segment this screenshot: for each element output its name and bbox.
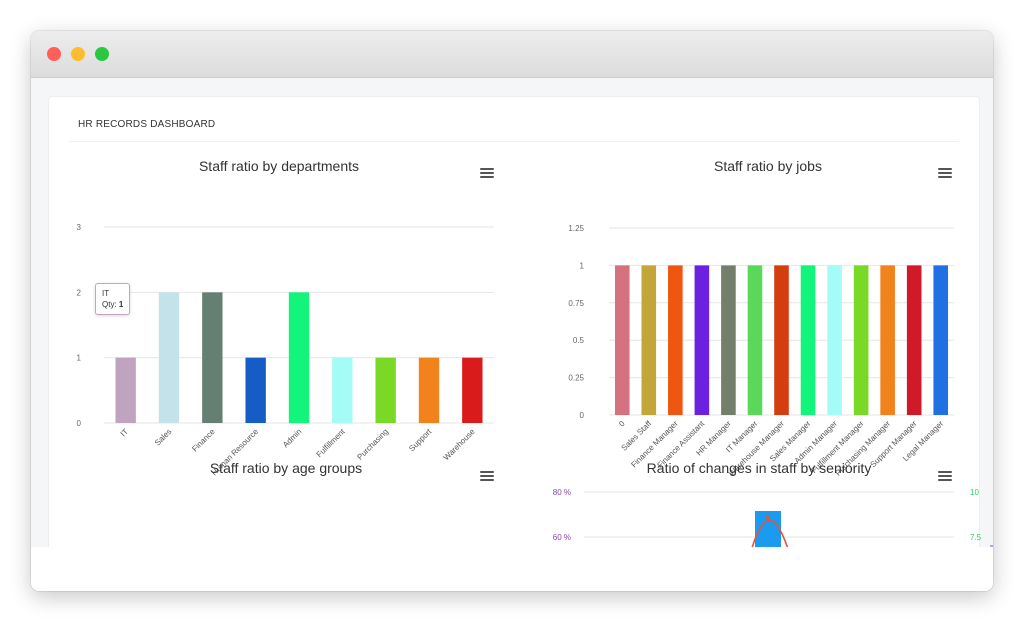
dashboard-card: HR RECORDS DASHBOARD Staff ratio by depa… — [48, 96, 993, 547]
trend-point — [766, 515, 770, 519]
bar[interactable] — [668, 265, 683, 415]
tooltip-label: Qty: — [102, 300, 117, 309]
chart-seniority-menu-icon[interactable] — [938, 471, 952, 483]
bar[interactable] — [462, 357, 483, 423]
tooltip-value: 1 — [118, 300, 124, 309]
y-tick-label-right: 7.5 — [970, 533, 982, 542]
bar[interactable] — [245, 357, 266, 423]
bar[interactable] — [115, 357, 136, 423]
bar[interactable] — [288, 292, 310, 423]
y-tick-label: 1 — [580, 261, 585, 270]
bar[interactable] — [721, 265, 736, 415]
page-content: HR RECORDS DASHBOARD Staff ratio by depa… — [31, 78, 993, 547]
window-titlebar — [31, 31, 993, 78]
minimize-window-button[interactable] — [71, 47, 85, 61]
bar[interactable] — [827, 265, 842, 415]
title-divider — [69, 141, 959, 142]
tooltip-category: IT — [102, 289, 110, 298]
chart-age-menu-icon[interactable] — [480, 471, 494, 483]
dashboard-title: HR RECORDS DASHBOARD — [78, 119, 216, 130]
maximize-window-button[interactable] — [95, 47, 109, 61]
bar[interactable] — [880, 265, 895, 415]
chart-title: Staff ratio by departments — [199, 158, 359, 174]
bar[interactable] — [906, 265, 922, 415]
x-tick-label: Admin — [281, 427, 303, 449]
y-tick-label-left: 80 % — [553, 488, 571, 497]
bar[interactable] — [853, 265, 869, 415]
y-tick-label-right: 10 — [970, 488, 979, 497]
x-tick-label: Finance — [190, 427, 217, 454]
bar[interactable] — [332, 357, 353, 423]
bar[interactable] — [375, 357, 396, 423]
y-tick-label: 0 — [77, 419, 82, 428]
bar[interactable] — [694, 265, 710, 415]
window-bottom-area — [31, 547, 993, 591]
x-tick-label: 0 — [617, 419, 627, 429]
browser-window: HR RECORDS DASHBOARD Staff ratio by depa… — [31, 31, 993, 591]
bar[interactable] — [641, 265, 657, 415]
bar[interactable] — [747, 265, 763, 415]
trend-line — [751, 519, 789, 547]
chart-title: Staff ratio by age groups — [210, 460, 362, 476]
bar[interactable] — [800, 265, 816, 415]
bar[interactable] — [202, 292, 223, 423]
bar[interactable] — [158, 292, 180, 423]
y-tick-label: 0 — [580, 411, 585, 420]
bar[interactable] — [774, 265, 789, 415]
bar[interactable] — [418, 357, 440, 423]
y-tick-label-left: 60 % — [553, 533, 571, 542]
y-tick-label: 0.5 — [573, 336, 585, 345]
chart-jobs-menu-icon[interactable] — [938, 168, 952, 180]
close-window-button[interactable] — [47, 47, 61, 61]
chart-staff-by-age-groups: Staff ratio by age groups — [210, 460, 362, 476]
x-tick-label: Purchasing — [355, 427, 390, 462]
y-tick-label: 1 — [77, 354, 82, 363]
y-tick-label: 3 — [77, 223, 82, 232]
x-tick-label: Warehouse — [442, 427, 477, 462]
chart-title: Ratio of changes in staff by seniority — [647, 460, 872, 476]
chart-changes-by-seniority: Ratio of changes in staff by seniority 80… — [553, 460, 993, 547]
y-tick-label: 1.25 — [568, 224, 584, 233]
x-tick-label: Sales — [153, 427, 174, 448]
tooltip-value-row: Qty: 1 — [102, 299, 123, 310]
chart-title: Staff ratio by jobs — [714, 158, 822, 174]
x-tick-label: Support — [407, 427, 434, 454]
chart-departments-menu-icon[interactable] — [480, 168, 494, 180]
legend-marker — [990, 545, 993, 547]
y-tick-label: 2 — [77, 288, 82, 297]
bar-tooltip: IT Qty: 1 — [95, 283, 131, 315]
x-tick-label: Fulfillment — [315, 427, 348, 460]
x-tick-label: IT — [119, 427, 130, 438]
bar[interactable] — [933, 265, 949, 415]
bar[interactable] — [614, 265, 630, 415]
y-tick-label: 0.75 — [568, 299, 584, 308]
chart-staff-by-jobs: Staff ratio by jobs00.250.50.7511.250Sal… — [568, 158, 954, 478]
y-tick-label: 0.25 — [568, 374, 584, 383]
